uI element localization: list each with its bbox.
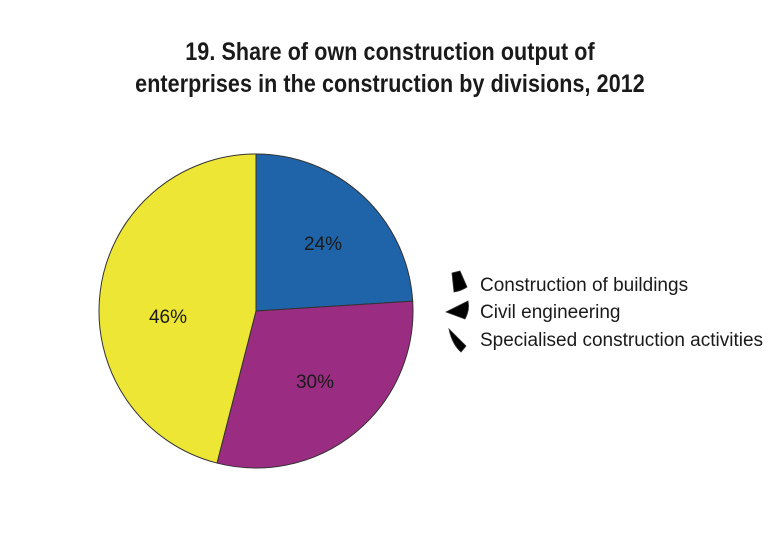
pie-slices <box>98 153 414 469</box>
legend-swatch-construction-of-buildings <box>451 270 468 293</box>
data-label-civil-engineering: 30% <box>296 372 334 393</box>
legend-swatch-specialised-construction-activities <box>448 327 467 353</box>
legend-item-specialised-construction-activities: Specialised construction activities <box>448 327 763 353</box>
chart-title-line-1: 19. Share of own construction output of <box>185 38 595 66</box>
legend-item-construction-of-buildings: Construction of buildings <box>451 270 688 296</box>
legend-label-specialised-construction-activities: Specialised construction activities <box>480 330 763 351</box>
legend-label-civil-engineering: Civil engineering <box>480 302 620 323</box>
pie-slice-construction-of-buildings <box>255 153 414 312</box>
chart-title: 19. Share of own construction output of … <box>55 36 726 100</box>
chart-title-line-2: enterprises in the construction by divis… <box>135 70 645 98</box>
data-label-construction-of-buildings: 24% <box>304 234 342 255</box>
data-label-specialised-construction-activities: 46% <box>149 307 187 328</box>
pie-data-labels: 24% 30% 46% <box>149 234 342 393</box>
pie-slice-civil-engineering <box>216 300 414 469</box>
legend: Construction of buildings Civil engineer… <box>444 270 763 353</box>
legend-swatch-civil-engineering <box>444 300 469 320</box>
legend-item-civil-engineering: Civil engineering <box>444 300 620 323</box>
pie-slice-specialised-construction-activities <box>98 153 257 464</box>
legend-label-construction-of-buildings: Construction of buildings <box>480 275 688 296</box>
